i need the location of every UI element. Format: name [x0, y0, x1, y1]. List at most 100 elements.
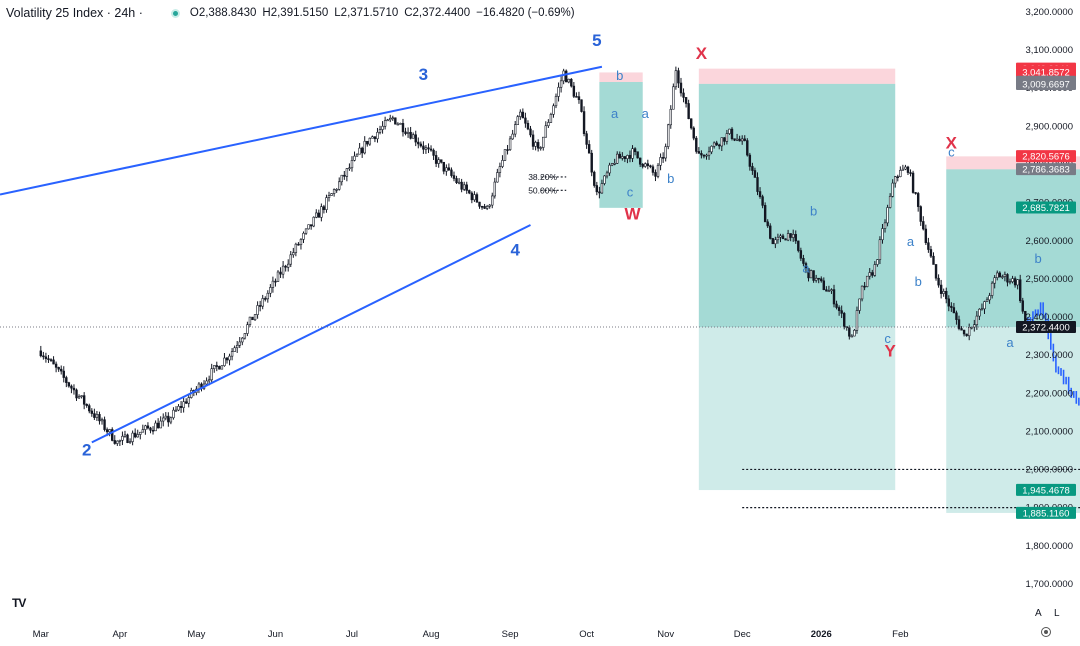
- candle-body: [677, 70, 680, 84]
- candle-body: [985, 299, 989, 302]
- candle-body: [409, 131, 412, 139]
- candle-body: [621, 156, 624, 159]
- x-tick-label: Sep: [502, 629, 519, 640]
- candle-body: [707, 151, 711, 156]
- candle-body: [478, 201, 481, 207]
- candle-body: [738, 138, 741, 142]
- x-tick-label: Dec: [734, 629, 751, 640]
- candle-body: [266, 292, 270, 300]
- candle-body: [771, 238, 775, 245]
- wave-label-a: a: [611, 106, 619, 121]
- candle-body: [689, 118, 693, 129]
- price-tag-box: [1016, 150, 1076, 163]
- candle-body: [172, 409, 175, 419]
- candle-body: [544, 125, 548, 138]
- candle-body: [911, 172, 915, 193]
- candle-body: [878, 239, 882, 260]
- candle-body: [1001, 276, 1004, 278]
- candle-body: [610, 163, 614, 166]
- candle-body: [587, 144, 591, 154]
- tradingview-logo-icon[interactable]: TV: [12, 596, 26, 610]
- candle-body: [531, 134, 535, 147]
- candle-body: [799, 250, 803, 259]
- candle-body: [967, 327, 971, 337]
- candle-body: [896, 176, 899, 178]
- candles: [39, 66, 1027, 446]
- candle-body: [294, 243, 298, 253]
- candle-body: [261, 298, 264, 307]
- candle-body: [220, 365, 224, 370]
- candle-body: [442, 161, 445, 172]
- price-tag-label: 3,009.6697: [1022, 80, 1070, 91]
- candle-body: [613, 163, 616, 165]
- candle-body: [567, 78, 570, 83]
- candle-body: [39, 350, 43, 357]
- candle-body: [394, 117, 397, 125]
- candle-body: [136, 434, 139, 438]
- price-tag-label: 1,945.4678: [1022, 485, 1070, 496]
- candle-body: [837, 307, 841, 311]
- candle-body: [233, 347, 236, 352]
- candle-body: [623, 156, 627, 159]
- price-tag-label: 2,786.3683: [1022, 165, 1070, 176]
- candle-body: [182, 401, 185, 408]
- candle-body: [381, 125, 384, 130]
- settings-gear-icon[interactable]: [1041, 627, 1051, 637]
- candle-body: [322, 206, 326, 210]
- candle-body: [580, 99, 583, 112]
- candle-body: [756, 177, 759, 192]
- candle-body: [557, 86, 560, 97]
- candle-body: [598, 191, 601, 194]
- candle-body: [485, 206, 489, 209]
- candle-body: [429, 148, 433, 151]
- candle-body: [82, 395, 86, 405]
- candle-body: [804, 263, 808, 269]
- fib-label-1: 50.00%: [528, 185, 557, 195]
- candle-body: [373, 136, 377, 140]
- change-value: −16.4820 (−0.69%): [476, 7, 575, 19]
- candle-body: [70, 385, 73, 389]
- candle-body: [414, 134, 417, 143]
- candle-body: [287, 263, 290, 268]
- auto-scale-button[interactable]: A: [1035, 608, 1042, 619]
- log-scale-button[interactable]: L: [1054, 608, 1060, 619]
- candle-body: [656, 164, 660, 177]
- wave-label-b: b: [1034, 251, 1041, 266]
- candle-body: [710, 145, 713, 153]
- price-tag-box: [1016, 163, 1076, 176]
- candle-body: [108, 429, 111, 433]
- candle-body: [929, 249, 933, 257]
- wave-label-x: X: [696, 44, 708, 63]
- candle-body: [952, 307, 956, 314]
- candle-body: [565, 70, 568, 83]
- candle-body: [144, 425, 147, 430]
- candle-body: [682, 92, 685, 98]
- candle-body: [401, 123, 405, 133]
- candle-body: [631, 148, 634, 159]
- candle-body: [427, 147, 430, 150]
- candle-body: [213, 365, 216, 370]
- candle-body: [853, 329, 856, 337]
- candle-body: [794, 234, 797, 242]
- candle-body: [358, 147, 361, 155]
- candle-body: [503, 149, 507, 161]
- x-tick-label: Apr: [112, 629, 127, 640]
- candle-body: [1016, 279, 1019, 286]
- candle-body: [90, 410, 94, 414]
- symbol-title[interactable]: Volatility 25 Index · 24h ·: [6, 6, 143, 20]
- candle-body: [154, 422, 157, 432]
- wave-label-a: a: [1006, 335, 1014, 350]
- candle-body: [498, 166, 502, 173]
- candle-body: [302, 232, 305, 240]
- candle-body: [483, 206, 486, 209]
- candle-body: [399, 123, 402, 125]
- candle-body: [945, 290, 948, 300]
- candle-body: [947, 298, 950, 307]
- candle-body: [376, 131, 379, 140]
- candle-body: [679, 82, 683, 94]
- candle-body: [539, 147, 542, 149]
- candle-body: [424, 147, 428, 150]
- wave-label-y: Y: [884, 342, 896, 361]
- candle-body: [1003, 274, 1007, 277]
